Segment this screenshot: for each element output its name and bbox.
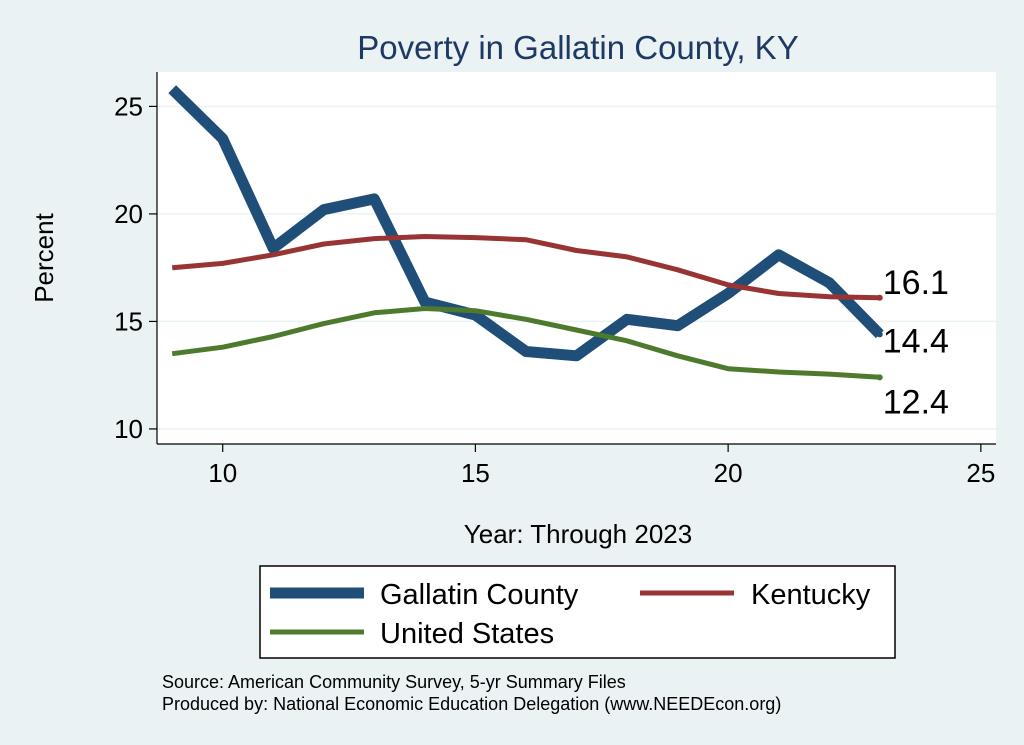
gridlines [157,105,996,430]
x-tick-label-20: 20 [714,458,743,488]
end-labels: 14.4 16.1 12.4 [876,264,949,421]
series-line-kentucky [171,234,880,301]
end-label-kentucky: 16.1 [883,264,949,302]
legend-label-united-states: United States [380,618,554,650]
plot-area [157,72,996,444]
end-marker-united-states [876,374,883,381]
axes: 10 15 20 25 10 15 20 25 [114,72,996,488]
series-line-united-states [171,306,880,380]
x-tick-label-25: 25 [966,458,995,488]
legend-label-kentucky: Kentucky [751,579,871,611]
series-lines [168,85,884,380]
y-tick-label-15: 15 [114,306,143,336]
y-axis-label: Percent [29,212,59,302]
produced-by-note: Produced by: National Economic Education… [162,694,781,714]
x-axis-label: Year: Through 2023 [464,519,692,549]
y-tick-label-20: 20 [114,199,143,229]
x-tick-label-15: 15 [461,458,490,488]
y-tick-label-25: 25 [114,91,143,121]
end-marker-kentucky [876,294,883,301]
end-marker-gallatin-county [876,331,883,338]
legend-label-gallatin-county: Gallatin County [380,579,579,611]
legend: Gallatin County Kentucky United States [259,565,896,659]
series-line-gallatin-county [168,85,884,362]
end-label-united-states: 12.4 [883,383,949,421]
y-tick-label-10: 10 [114,414,143,444]
chart-title: Poverty in Gallatin County, KY [357,29,798,66]
x-tick-label-10: 10 [208,458,237,488]
end-label-gallatin-county: 14.4 [883,322,949,360]
legend-box [259,565,896,659]
source-note: Source: American Community Survey, 5-yr … [162,672,626,692]
